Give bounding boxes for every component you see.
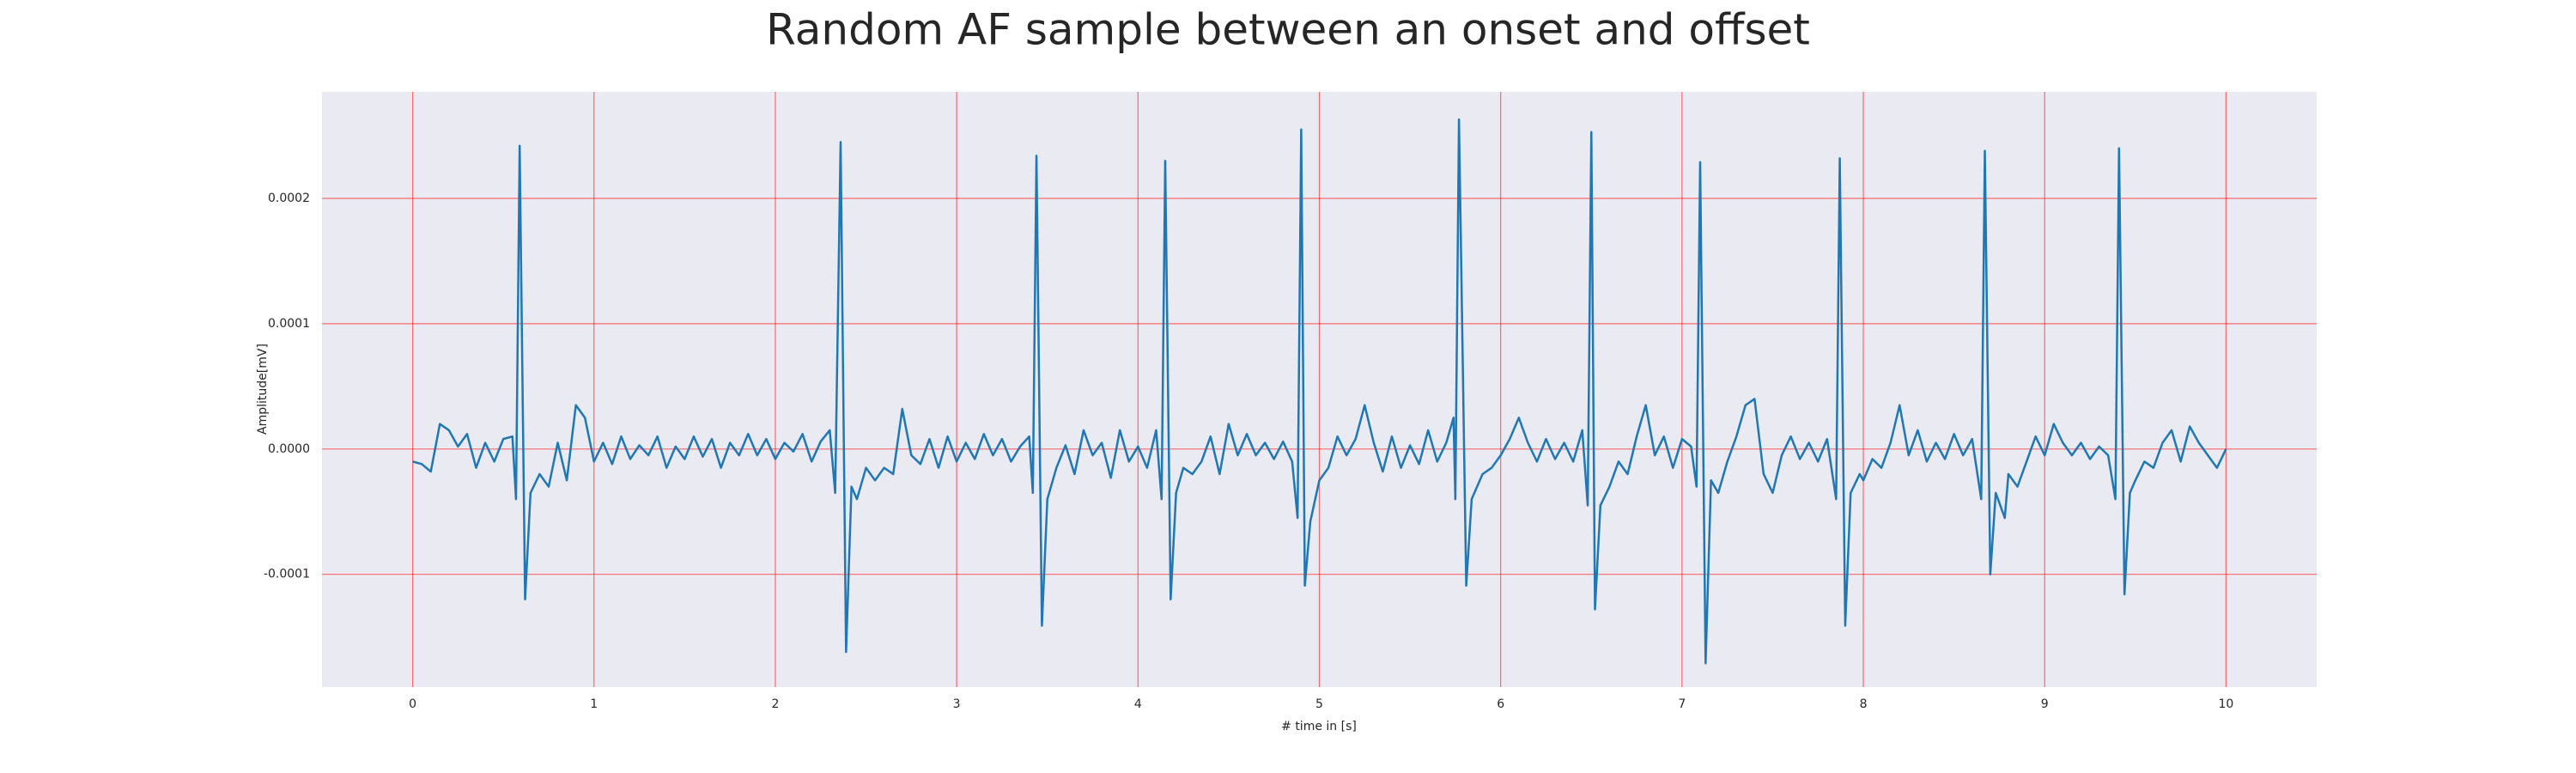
y-tick-label: 0.0001: [268, 317, 310, 331]
y-tick-label: -0.0001: [264, 568, 310, 581]
x-tick-label: 7: [1678, 697, 1686, 711]
x-tick-label: 0: [409, 697, 416, 711]
chart-title: Random AF sample between an onset and of…: [766, 5, 1810, 55]
x-tick-label: 3: [953, 697, 961, 711]
x-tick-label: 8: [1860, 697, 1868, 711]
x-tick-label: 6: [1497, 697, 1504, 711]
y-tick-label: 0.0002: [268, 192, 310, 205]
y-tick-label: 0.0000: [268, 442, 310, 456]
signal-line: [412, 118, 2227, 665]
x-axis-label: # time in [s]: [1281, 720, 1357, 733]
x-tick-label: 9: [2041, 697, 2049, 711]
x-tick-label: 10: [2218, 697, 2233, 711]
x-tick-label: 1: [590, 697, 598, 711]
x-tick-label: 4: [1134, 697, 1142, 711]
x-tick-label: 5: [1315, 697, 1323, 711]
x-tick-label: 2: [771, 697, 779, 711]
y-axis-label: Amplitude[mV]: [256, 344, 270, 435]
